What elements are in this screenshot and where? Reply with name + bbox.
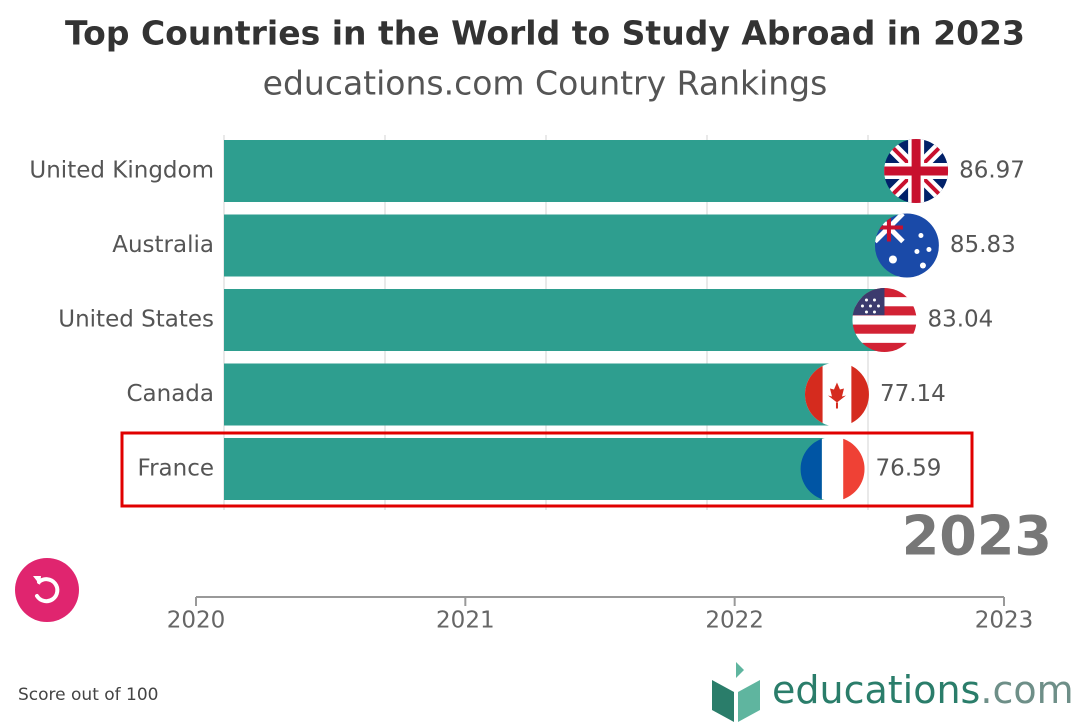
flag-part — [914, 249, 920, 254]
flag-part — [851, 362, 869, 427]
logo-suffix: .com — [980, 668, 1073, 712]
logo-icon — [736, 662, 744, 678]
value-label: 86.97 — [959, 158, 1025, 184]
chart-subtitle: educations.com Country Rankings — [263, 64, 828, 103]
flag-part — [876, 304, 880, 308]
chart-title: Top Countries in the World to Study Abro… — [65, 14, 1025, 53]
value-label: 77.14 — [880, 381, 946, 407]
flag-part — [852, 333, 917, 344]
flag-part — [852, 324, 917, 335]
category-label: United Kingdom — [29, 158, 214, 184]
timeline-tick-label: 2020 — [167, 608, 226, 634]
flag — [874, 213, 939, 278]
flag-part — [884, 139, 949, 203]
flag-part — [821, 437, 844, 501]
flag-part — [864, 298, 868, 302]
replay-icon[interactable] — [35, 577, 60, 604]
flag-part — [872, 298, 876, 302]
logo: educations.com — [712, 662, 1074, 722]
category-label: Canada — [126, 381, 214, 407]
flag — [800, 437, 865, 501]
timeline-tick-label: 2021 — [436, 608, 495, 634]
bar — [224, 363, 845, 426]
bar — [224, 214, 915, 277]
bar — [224, 289, 893, 351]
note: Score out of 100 — [18, 685, 159, 705]
flag — [884, 139, 949, 203]
timeline-tick-label: 2023 — [975, 608, 1034, 634]
replay-button[interactable] — [15, 558, 79, 622]
highlight-box — [120, 431, 974, 508]
flag-part — [888, 255, 897, 264]
category-label: Australia — [112, 232, 214, 258]
replay-arrow[interactable] — [33, 576, 41, 585]
flag-part — [872, 310, 876, 314]
flag-part — [868, 304, 872, 308]
bar — [224, 438, 841, 500]
flag — [852, 288, 917, 352]
logo-icon — [712, 680, 734, 722]
flag-part — [800, 437, 822, 501]
current-year: 2023 — [902, 505, 1052, 568]
bar — [224, 140, 925, 202]
flag-part — [919, 262, 926, 269]
flag-part — [926, 247, 932, 252]
flag-part — [918, 233, 924, 238]
replay-circle[interactable] — [15, 558, 79, 622]
category-label: United States — [58, 307, 214, 333]
flag-part — [864, 310, 868, 314]
logo-name: educations — [772, 668, 980, 712]
logo-icon — [738, 680, 760, 722]
flag-part — [843, 437, 865, 501]
value-label: 76.59 — [876, 456, 942, 482]
flag-part — [852, 315, 917, 326]
flag-part — [860, 304, 864, 308]
category-label: France — [138, 456, 214, 482]
flag-part — [827, 382, 846, 409]
flag — [804, 362, 869, 427]
logo-text: educations.com — [772, 668, 1074, 712]
value-label: 83.04 — [927, 307, 993, 333]
timeline-tick-label: 2022 — [705, 608, 764, 634]
value-label: 85.83 — [950, 232, 1016, 258]
flag-part — [804, 362, 823, 427]
flag-part — [852, 342, 917, 352]
